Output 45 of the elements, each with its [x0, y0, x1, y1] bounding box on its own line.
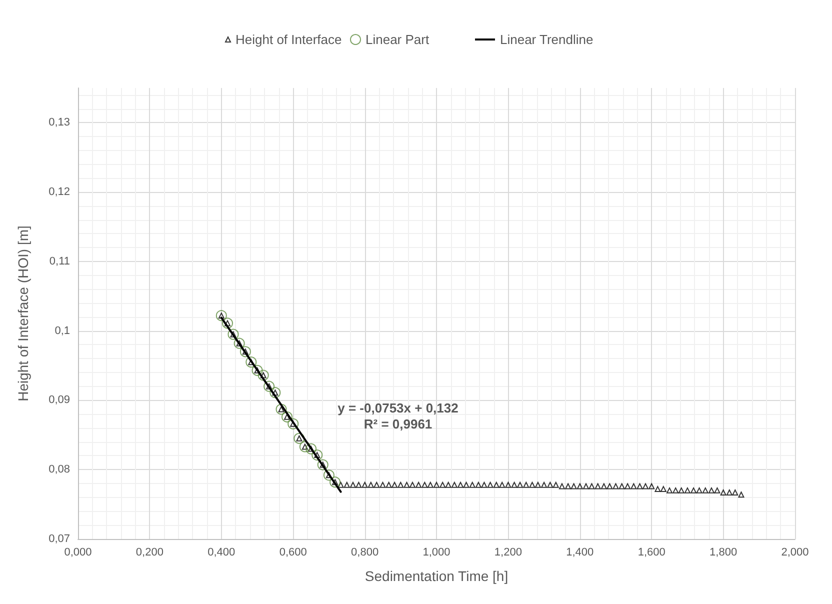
y-tick-label: 0,09	[48, 394, 70, 406]
y-tick-label: 0,1	[54, 324, 70, 337]
point	[228, 328, 239, 340]
x-tick-label: 0,000	[64, 546, 92, 558]
point	[234, 338, 245, 349]
point	[264, 380, 275, 392]
annotation: y = -0,0753x + 0,132	[338, 400, 458, 416]
point	[222, 318, 233, 329]
x-tick-label: 1,600	[638, 546, 666, 558]
point	[288, 418, 299, 430]
y-tick-label: 0,13	[48, 116, 70, 129]
x-tick-label: 1,800	[710, 546, 738, 558]
point	[258, 370, 269, 381]
x-axis-title: Sedimentation Time [h]	[364, 568, 508, 584]
y-tick-label: 0,07	[48, 533, 70, 545]
legend-label: Linear Trendline	[500, 32, 594, 47]
x-tick-label: 2,000	[781, 546, 809, 558]
x-tick-label: 1,200	[494, 546, 522, 558]
point	[276, 404, 287, 415]
legend-label: Height of Interface	[236, 32, 342, 47]
point	[282, 411, 293, 422]
y-axis-title: Height of Interface (HOI) [m]	[15, 226, 31, 402]
x-tick-label: 1,400	[566, 546, 594, 558]
point	[317, 459, 328, 470]
point	[294, 432, 305, 444]
point	[252, 364, 263, 376]
point	[216, 310, 227, 322]
point	[299, 441, 310, 452]
point	[270, 387, 281, 398]
y-tick-label: 0,08	[48, 464, 70, 476]
x-tick-label: 1,000	[422, 546, 450, 558]
point	[312, 450, 323, 461]
x-tick-label: 0,200	[136, 546, 164, 558]
point	[306, 443, 317, 454]
point	[330, 476, 341, 488]
y-tick-label: 0,11	[49, 255, 70, 268]
y-tick-label: 0,12	[48, 186, 70, 198]
annotation: R² = 0,9961	[364, 416, 432, 432]
point	[246, 356, 257, 368]
x-tick-label: 0,400	[208, 546, 236, 558]
x-tick-label: 0,800	[351, 546, 379, 558]
x-tick-label: 0,600	[279, 546, 307, 558]
point	[323, 470, 334, 481]
legend-label: Linear Part	[366, 32, 430, 47]
point	[240, 346, 251, 358]
